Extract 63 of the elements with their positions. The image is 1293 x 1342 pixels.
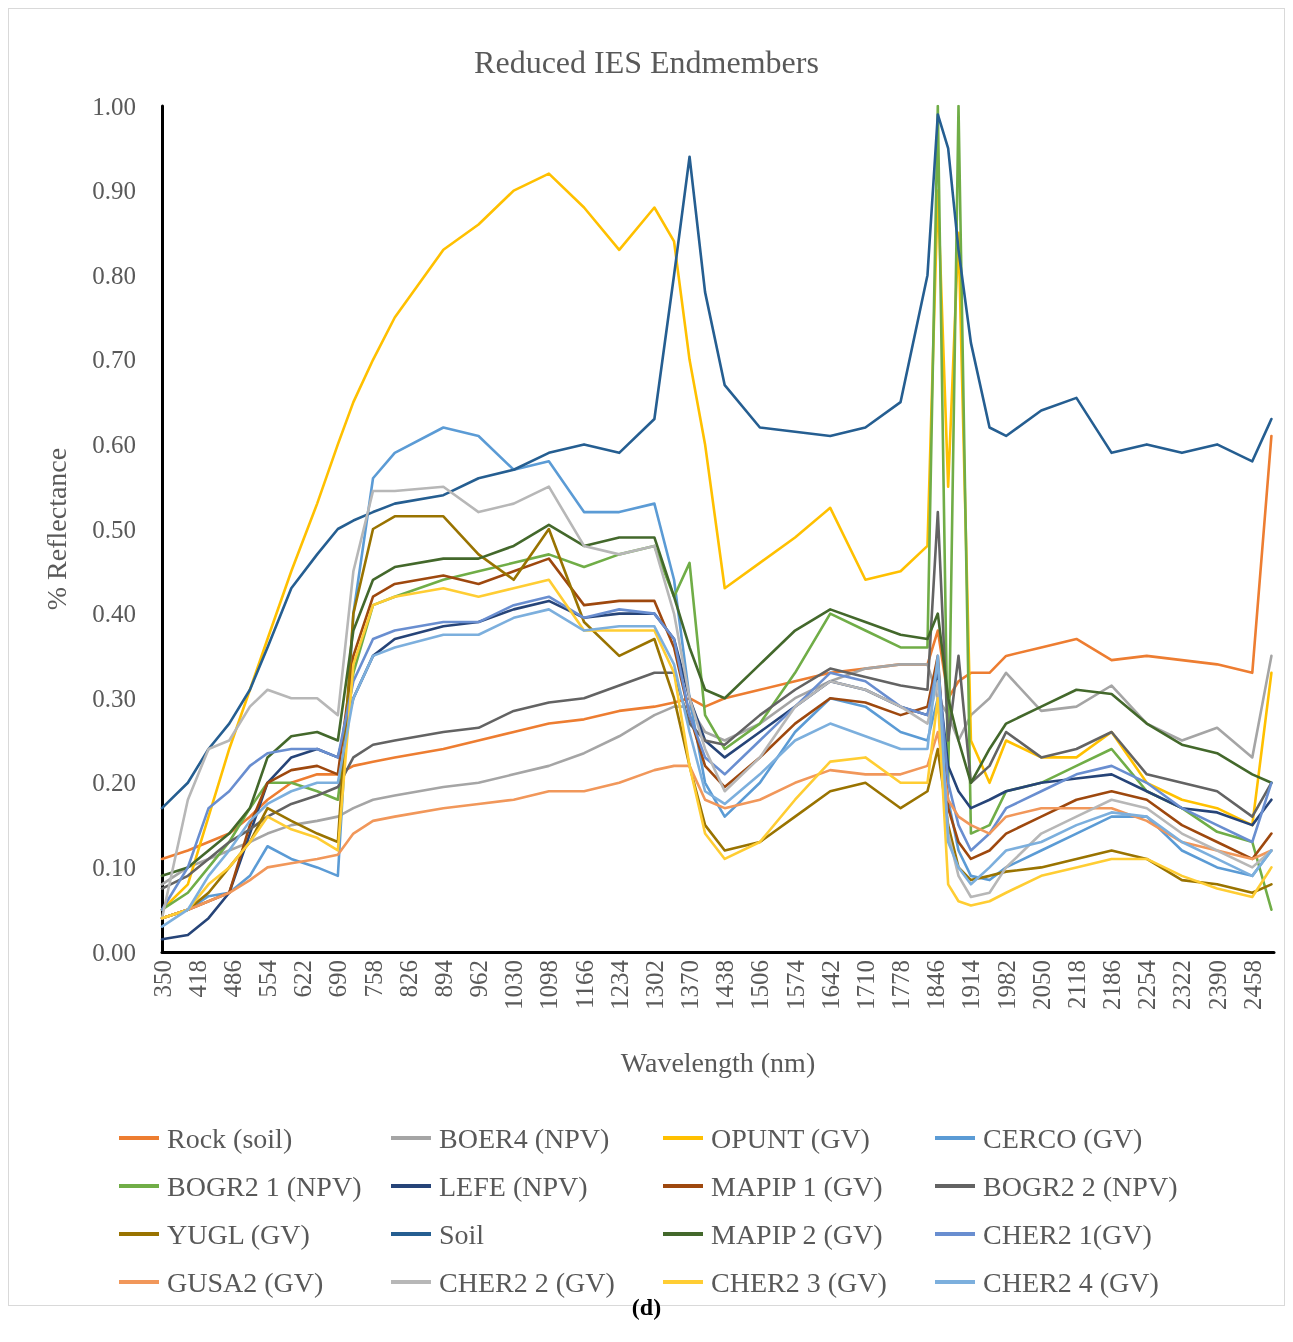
x-tick-label: 2050 [1027,960,1055,1010]
legend-label: Rock (soil) [167,1122,293,1154]
y-tick-label: 0.90 [92,177,136,205]
x-tick-label: 1438 [711,960,739,1010]
x-tick-label: 1642 [816,960,844,1010]
x-tick-label: 1234 [605,959,633,1010]
legend-label: CHER2 4 (GV) [983,1266,1159,1298]
x-tick-label: 2458 [1238,960,1266,1010]
x-tick-label: 2118 [1062,960,1090,1010]
y-tick-label: 0.00 [92,938,136,966]
legend-label: GUSA2 (GV) [167,1266,324,1298]
y-tick-label: 0.50 [92,515,136,543]
x-tick-label: 1302 [640,960,668,1010]
x-tick-label: 2390 [1203,960,1231,1010]
x-tick-label: 1710 [851,960,879,1010]
x-tick-label: 418 [183,960,211,998]
x-tick-label: 2186 [1098,960,1126,1010]
y-axis-title: % Reflectance [40,447,72,611]
x-tick-label: 1846 [922,960,950,1010]
x-tick-label: 1098 [535,960,563,1010]
y-tick-label: 0.30 [92,684,136,712]
legend-label: CHER2 1(GV) [983,1218,1152,1250]
legend-label: YUGL (GV) [167,1218,310,1250]
x-axis-title: Wavelength (nm) [620,1046,816,1078]
x-tick-label: 758 [359,960,387,998]
y-tick-label: 0.70 [92,346,136,374]
y-tick-label: 0.20 [92,769,136,797]
legend-label: OPUNT (GV) [711,1122,870,1154]
legend-label: MAPIP 2 (GV) [711,1218,883,1250]
x-tick-label: 690 [324,960,352,998]
x-tick-label: 962 [465,960,493,998]
x-tick-label: 622 [289,960,317,998]
x-tick-label: 1506 [746,960,774,1010]
x-tick-label: 486 [218,960,246,998]
legend-label: CERCO (GV) [983,1122,1143,1154]
x-tick-label: 1166 [570,960,598,1010]
y-tick-label: 0.10 [92,853,136,881]
y-tick-label: 0.60 [92,430,136,458]
legend-label: CHER2 3 (GV) [711,1266,887,1298]
legend-label: BOGR2 1 (NPV) [167,1170,362,1202]
legend-label: MAPIP 1 (GV) [711,1170,883,1202]
y-tick-label: 0.80 [92,261,136,289]
x-tick-label: 894 [429,959,457,998]
x-tick-label: 1030 [500,960,528,1010]
legend-label: BOGR2 2 (NPV) [983,1170,1178,1202]
legend-label: LEFE (NPV) [439,1170,588,1202]
x-tick-label: 826 [394,960,422,998]
y-tick-label: 1.00 [92,92,136,120]
x-tick-label: 1982 [992,960,1020,1010]
x-tick-label: 1370 [676,960,704,1010]
x-tick-label: 1778 [887,960,915,1010]
x-tick-label: 1574 [781,959,809,1010]
x-tick-label: 2254 [1133,959,1161,1010]
legend-label: BOER4 (NPV) [439,1122,610,1154]
x-tick-label: 554 [254,959,282,998]
x-tick-label: 350 [148,960,176,998]
y-tick-label: 0.40 [92,600,136,628]
legend-label: Soil [439,1218,485,1250]
x-tick-label: 1914 [957,959,985,1010]
x-tick-label: 2322 [1168,960,1196,1010]
chart-title: Reduced IES Endmembers [474,44,819,80]
legend-label: CHER2 2 (GV) [439,1266,615,1298]
text: (d) [631,1294,662,1320]
